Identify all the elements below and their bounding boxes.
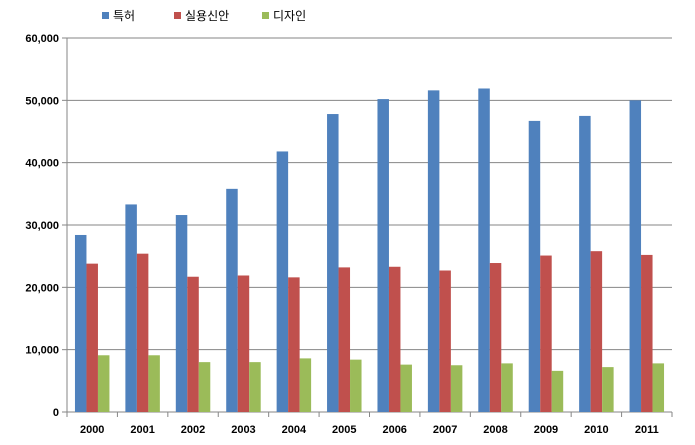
bar-2006-series-1 — [377, 99, 389, 412]
bar-2007-series-2 — [439, 270, 451, 412]
x-tick-label: 2002 — [181, 424, 205, 436]
x-tick-label: 2010 — [584, 424, 608, 436]
y-tick-label: 40,000 — [25, 158, 59, 170]
y-tick-label: 50,000 — [25, 95, 59, 107]
bar-2003-series-1 — [226, 188, 238, 412]
bar-2000-series-3 — [97, 355, 110, 412]
bar-2011-series-1 — [629, 100, 642, 412]
bar-2001-series-1 — [125, 204, 137, 412]
bar-2006-series-2 — [388, 266, 401, 412]
bars — [74, 88, 665, 413]
bar-2011-series-3 — [652, 363, 665, 412]
x-tick-label: 2009 — [534, 424, 558, 436]
bar-2005-series-3 — [350, 359, 362, 412]
bar-2008-series-2 — [489, 263, 502, 412]
bar-2009-series-2 — [540, 255, 552, 412]
x-tick-label: 2001 — [130, 424, 154, 436]
bar-2002-series-2 — [187, 276, 199, 412]
legend-swatch-1 — [102, 12, 109, 19]
x-tick-label: 2005 — [332, 424, 356, 436]
bar-2004-series-2 — [288, 277, 300, 412]
y-tick-label: 60,000 — [25, 33, 59, 45]
x-tick-label: 2003 — [231, 424, 255, 436]
bar-2010-series-3 — [602, 367, 614, 412]
legend: 특허 실용신안 디자인 — [102, 9, 306, 23]
bar-2004-series-1 — [276, 151, 289, 413]
bar-2006-series-3 — [400, 364, 412, 412]
bar-2005-series-2 — [338, 267, 351, 412]
bar-2003-series-3 — [249, 362, 261, 412]
x-tick-label: 2004 — [282, 424, 307, 436]
bar-2007-series-1 — [427, 90, 440, 413]
y-tick-label: 30,000 — [25, 220, 59, 232]
bar-2004-series-3 — [299, 358, 312, 412]
bar-2007-series-3 — [450, 365, 463, 412]
axes — [62, 37, 673, 417]
legend-label-1: 특허 — [113, 9, 135, 23]
y-tick-label: 20,000 — [25, 282, 59, 294]
bar-2000-series-1 — [74, 234, 87, 412]
legend-label-2: 실용신안 — [185, 9, 229, 23]
bar-2001-series-2 — [136, 253, 149, 412]
legend-swatch-2 — [174, 12, 181, 19]
x-tick-label: 2011 — [635, 424, 659, 436]
bar-2003-series-2 — [237, 275, 250, 412]
bar-2005-series-1 — [327, 114, 339, 413]
bar-2009-series-3 — [551, 370, 564, 412]
x-tick-label: 2000 — [80, 424, 104, 436]
x-tick-label: 2007 — [433, 424, 457, 436]
x-tick-labels: 2000 2001 2002 2003 2004 2005 2006 2007 2008 2009… — [80, 424, 659, 436]
bar-2008-series-1 — [478, 88, 490, 413]
legend-swatch-3 — [262, 12, 269, 19]
bar-2010-series-1 — [579, 115, 591, 413]
gridlines — [67, 37, 672, 351]
bar-2009-series-1 — [528, 120, 541, 413]
y-tick-labels: 0 10,000 20,000 30,000 40,000 50,000 60,000 — [25, 33, 59, 419]
y-tick-label: 0 — [53, 407, 59, 419]
bar-2002-series-3 — [198, 362, 211, 412]
bar-2001-series-3 — [148, 355, 160, 412]
bar-2010-series-2 — [590, 251, 603, 412]
y-tick-label: 10,000 — [25, 345, 59, 357]
bar-2002-series-1 — [175, 215, 188, 412]
bar-2011-series-2 — [641, 254, 653, 412]
x-tick-label: 2008 — [483, 424, 507, 436]
bar-2000-series-2 — [86, 263, 98, 412]
bar-2008-series-3 — [501, 363, 513, 412]
x-tick-label: 2006 — [382, 424, 406, 436]
legend-label-3: 디자인 — [273, 9, 306, 23]
